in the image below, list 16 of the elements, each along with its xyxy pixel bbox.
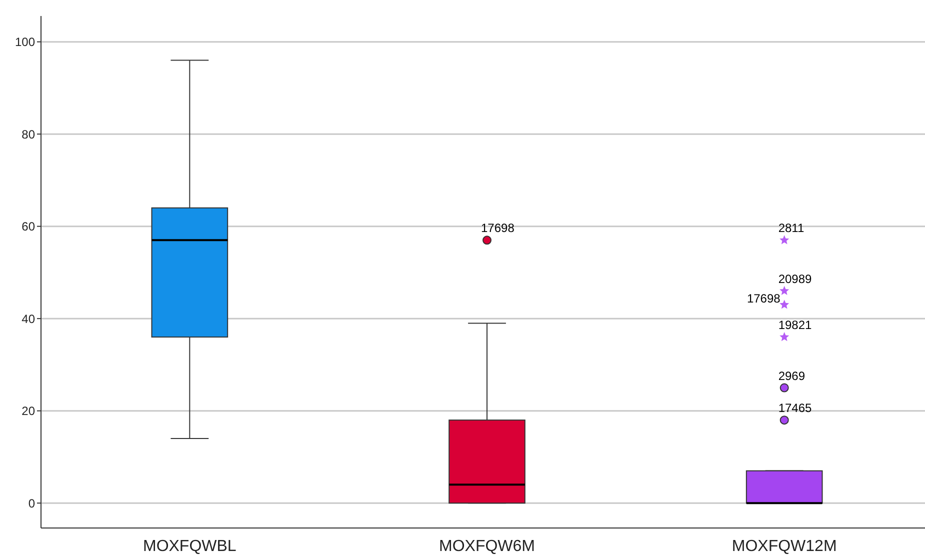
- y-tick-label: 100: [14, 35, 36, 50]
- annotation: 2969: [778, 368, 806, 383]
- annotation: 19821: [778, 318, 812, 332]
- x-tick-label: MOXFQW12M: [732, 538, 837, 555]
- y-tick-label: 0: [28, 496, 36, 510]
- annotation: 20989: [778, 272, 812, 286]
- annotation: 2811: [778, 221, 804, 236]
- x-tick-label: MOXFQW6M: [439, 538, 535, 555]
- annotation: 17465: [778, 401, 812, 416]
- y-tick-label: 60: [22, 220, 36, 234]
- y-tick-label: 40: [22, 312, 36, 326]
- annotation: 17698: [481, 221, 515, 236]
- annotation: 17698: [746, 292, 781, 306]
- y-tick-label: 20: [22, 404, 36, 418]
- y-tick-label: 80: [22, 127, 36, 142]
- x-tick-label: MOXFQWBL: [142, 538, 236, 555]
